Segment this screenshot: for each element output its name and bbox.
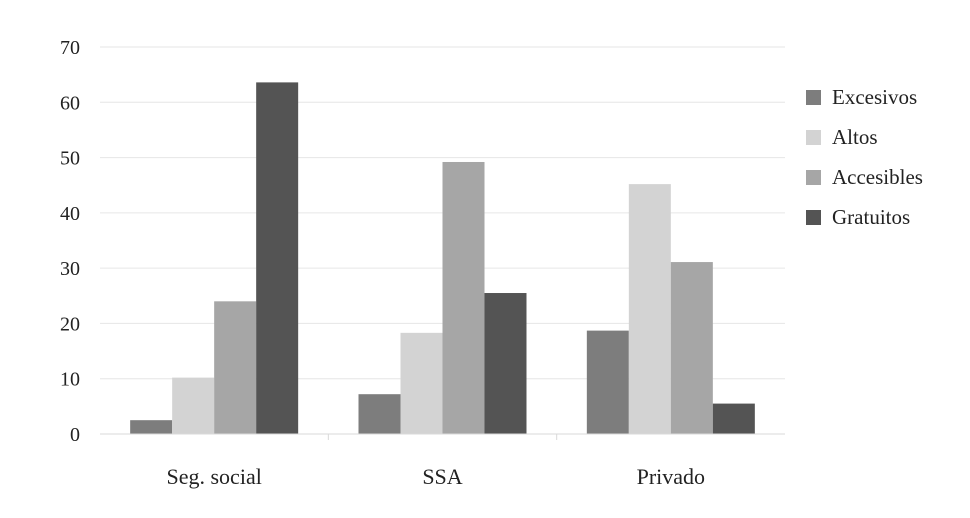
y-tick-label: 30 — [60, 258, 80, 280]
bar-accesibles-0 — [214, 301, 257, 434]
bar-excesivos-2 — [586, 330, 629, 434]
y-tick-label: 60 — [60, 92, 80, 114]
bar-altos-1 — [400, 332, 443, 434]
legend-swatch — [806, 130, 821, 145]
y-tick-label: 70 — [60, 37, 80, 59]
legend-label: Accesibles — [832, 165, 923, 189]
y-tick-label: 10 — [60, 369, 80, 391]
y-tick-label: 0 — [70, 424, 80, 446]
legend-item: Gratuitos — [806, 205, 910, 229]
legend-item: Accesibles — [806, 165, 923, 189]
x-category-label: Privado — [637, 464, 705, 489]
y-tick-label: 50 — [60, 148, 80, 170]
x-category-label: Seg. social — [167, 464, 262, 489]
legend-item: Excesivos — [806, 85, 917, 109]
bar-altos-0 — [172, 377, 215, 434]
legend-swatch — [806, 170, 821, 185]
y-axis-tick-labels: 0 10 20 30 40 50 60 70 — [60, 37, 80, 446]
legend-swatch — [806, 210, 821, 225]
legend-label: Gratuitos — [832, 205, 910, 229]
bar-altos-2 — [628, 184, 671, 434]
y-tick-label: 40 — [60, 203, 80, 225]
legend: Excesivos Altos Accesibles Gratuitos — [806, 85, 923, 229]
x-category-label: SSA — [422, 464, 462, 489]
legend-label: Altos — [832, 125, 878, 149]
bar-accesibles-1 — [442, 161, 485, 434]
bar-excesivos-1 — [358, 394, 401, 434]
bars — [130, 82, 755, 434]
y-tick-label: 20 — [60, 313, 80, 335]
legend-label: Excesivos — [832, 85, 917, 109]
bar-gratuitos-1 — [484, 293, 527, 434]
legend-item: Altos — [806, 125, 878, 149]
x-axis: Seg. social SSA Privado — [100, 433, 785, 489]
bar-excesivos-0 — [130, 420, 173, 434]
bar-gratuitos-0 — [256, 82, 299, 434]
bar-accesibles-2 — [670, 262, 713, 434]
legend-swatch — [806, 90, 821, 105]
bar-gratuitos-2 — [712, 403, 755, 434]
